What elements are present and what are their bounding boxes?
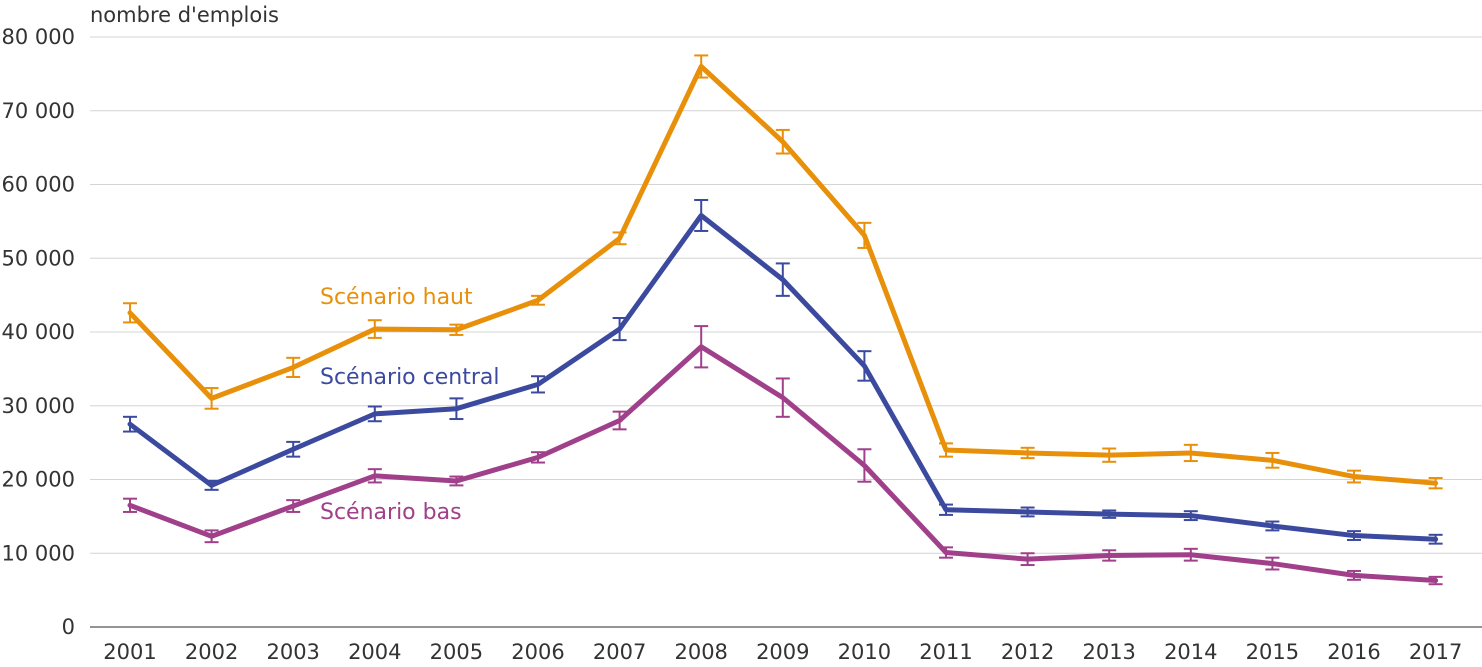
error-bar [694, 325, 709, 369]
x-tick-label: 2005 [430, 640, 483, 664]
error-bar [204, 479, 219, 491]
x-tick-label: 2001 [103, 640, 156, 664]
error-bar [123, 302, 137, 324]
error-bar [694, 198, 709, 232]
error-bar [367, 405, 382, 423]
error-bar [1102, 509, 1117, 519]
error-bar [286, 356, 301, 378]
series-label: Scénario haut [320, 285, 473, 310]
error-bar [1183, 510, 1198, 522]
series-labels: Scénario haut Scénario central Scénario ba… [320, 285, 499, 525]
error-bar [204, 387, 219, 410]
error-bar [612, 231, 627, 246]
y-tick-label: 60 000 [2, 173, 75, 197]
x-tick-label: 2008 [674, 640, 727, 664]
y-tick-label: 20 000 [2, 468, 75, 492]
y-tick-label: 50 000 [2, 246, 75, 270]
x-tick-label: 2010 [838, 640, 891, 664]
error-bar [123, 497, 137, 513]
error-bar [775, 128, 790, 155]
error-bar [857, 448, 872, 483]
error-bar [1428, 533, 1443, 545]
error-bar [449, 475, 464, 487]
error-bar [1183, 547, 1198, 562]
error-bar [449, 323, 464, 336]
x-tick-labels: 2001 2002 2003 2004 2005 2006 2007 2008 2009 2010… [103, 640, 1462, 664]
y-tick-labels: 0 10 000 20 000 30 000 40 000 50 000 60 000 70 … [2, 25, 75, 639]
error-bar [531, 294, 545, 306]
y-tick-label: 70 000 [2, 99, 75, 123]
error-bar [1428, 575, 1443, 586]
error-bar [1265, 520, 1280, 532]
x-tick-label: 2002 [185, 640, 238, 664]
x-tick-label: 2017 [1409, 640, 1462, 664]
x-tick-label: 2015 [1246, 640, 1299, 664]
series-group [123, 325, 1443, 586]
y-tick-label: 80 000 [2, 25, 75, 49]
error-bar [286, 499, 301, 513]
error-bar [286, 440, 301, 458]
error-bar [531, 375, 545, 394]
series-label: Scénario central [320, 365, 499, 390]
error-bar [857, 221, 872, 249]
error-bar [1183, 443, 1198, 463]
x-tick-label: 2011 [919, 640, 972, 664]
error-bar [1020, 552, 1035, 567]
series-group [123, 198, 1443, 545]
error-bar [612, 316, 627, 342]
error-bar [1102, 549, 1117, 562]
error-bar [612, 410, 627, 431]
error-bar [694, 54, 709, 79]
error-bar [1347, 469, 1361, 484]
y-tick-label: 40 000 [2, 320, 75, 344]
series-label: Scénario bas [320, 500, 462, 525]
error-bar [775, 262, 790, 297]
y-axis-label: nombre d'emplois [90, 3, 279, 27]
error-bar [939, 503, 953, 516]
x-tick-label: 2007 [593, 640, 646, 664]
gridlines [90, 36, 1482, 554]
error-bar [1265, 451, 1280, 469]
error-bar [1102, 447, 1117, 463]
error-bar [1347, 530, 1361, 541]
error-bar [1265, 556, 1280, 571]
error-bar [531, 451, 545, 464]
x-tick-label: 2016 [1327, 640, 1380, 664]
error-bar [1428, 477, 1443, 490]
x-tick-label: 2004 [348, 640, 401, 664]
x-tick-label: 2009 [756, 640, 809, 664]
x-tick-label: 2013 [1082, 640, 1135, 664]
series [123, 54, 1443, 586]
y-tick-label: 10 000 [2, 541, 75, 565]
error-bar [367, 468, 382, 484]
error-bar [1020, 506, 1035, 518]
error-bar [939, 546, 953, 559]
x-tick-label: 2014 [1164, 640, 1217, 664]
error-bar [1020, 446, 1035, 460]
error-bar [123, 415, 137, 433]
x-tick-label: 2006 [511, 640, 564, 664]
error-bar [367, 319, 382, 339]
error-bar [939, 442, 953, 458]
x-tick-label: 2012 [1001, 640, 1054, 664]
error-bar [449, 397, 464, 421]
error-bar [204, 529, 219, 544]
y-tick-label: 0 [62, 615, 75, 639]
error-bar [857, 350, 872, 382]
error-bar [1347, 569, 1361, 581]
error-bar [775, 377, 790, 418]
y-tick-label: 30 000 [2, 394, 75, 418]
series-group [123, 54, 1443, 490]
x-tick-label: 2003 [266, 640, 319, 664]
